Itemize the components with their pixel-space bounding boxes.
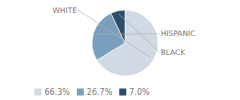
chart: WHITE HISPANIC BLACK 66.3% 26.7% 7.0% bbox=[0, 0, 240, 100]
legend-swatch bbox=[34, 89, 41, 96]
legend: 66.3% 26.7% 7.0% bbox=[34, 88, 150, 97]
leader-line bbox=[78, 10, 149, 57]
leader-line bbox=[119, 14, 160, 52]
leader-line bbox=[97, 33, 160, 35]
legend-label: 7.0% bbox=[129, 88, 150, 97]
slice-label: WHITE bbox=[52, 6, 77, 15]
pie-slice bbox=[111, 10, 125, 43]
legend-swatch bbox=[119, 89, 126, 96]
legend-label: 26.7% bbox=[87, 88, 113, 97]
slice-label: BLACK bbox=[161, 48, 187, 57]
annotations: WHITE HISPANIC BLACK bbox=[52, 6, 195, 57]
legend-label: 66.3% bbox=[44, 88, 70, 97]
legend-swatch bbox=[77, 89, 84, 96]
slice-label: HISPANIC bbox=[161, 29, 196, 38]
